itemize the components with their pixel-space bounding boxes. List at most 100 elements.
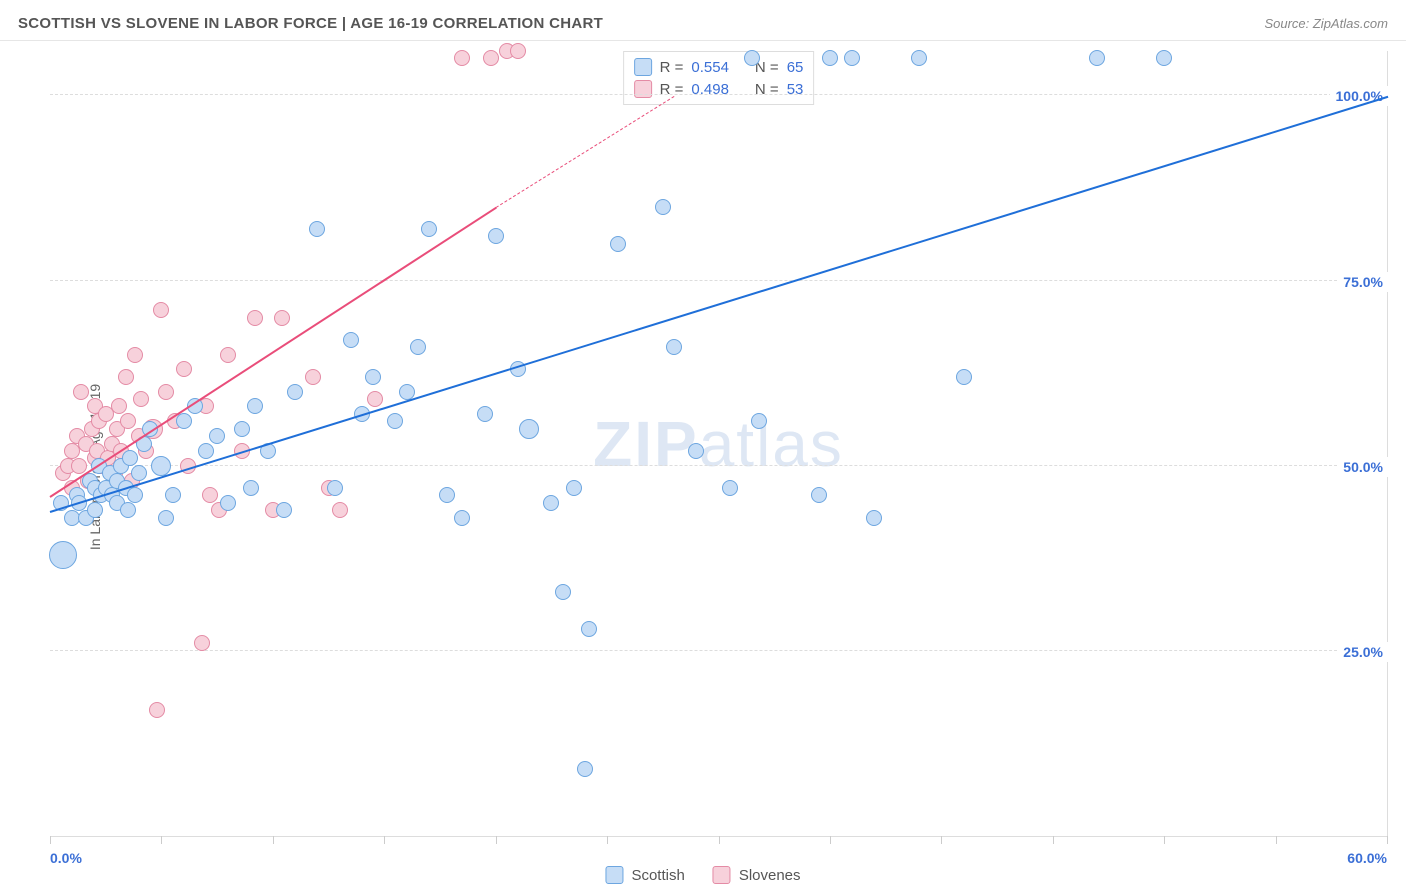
scottish-point xyxy=(309,221,325,237)
scottish-point xyxy=(439,487,455,503)
scottish-point xyxy=(327,480,343,496)
x-tick xyxy=(496,836,497,844)
slovenes-point xyxy=(111,398,127,414)
slovenes-point xyxy=(118,369,134,385)
scottish-swatch xyxy=(634,58,652,76)
source-attribution: Source: ZipAtlas.com xyxy=(1264,16,1388,31)
scottish-point xyxy=(127,487,143,503)
scottish-point xyxy=(198,443,214,459)
slovenes-point xyxy=(127,347,143,363)
slovenes-point xyxy=(220,347,236,363)
scottish-point xyxy=(454,510,470,526)
scottish-trend-line xyxy=(50,96,1389,513)
scottish-point xyxy=(1156,50,1172,66)
slovenes-point xyxy=(510,43,526,59)
scottish-point xyxy=(165,487,181,503)
scottish-point xyxy=(666,339,682,355)
slovenes-point xyxy=(176,361,192,377)
gridline-h xyxy=(50,94,1387,95)
stats-row-slovenes: R =0.498N =53 xyxy=(634,78,804,100)
slovenes-point xyxy=(454,50,470,66)
legend-item-scottish[interactable]: Scottish xyxy=(605,866,684,884)
slovenes-point xyxy=(202,487,218,503)
slovenes-point xyxy=(483,50,499,66)
scottish-point xyxy=(276,502,292,518)
x-tick xyxy=(1387,836,1388,844)
slovenes-point xyxy=(367,391,383,407)
watermark: ZIPatlas xyxy=(593,407,844,481)
n-value: 65 xyxy=(787,59,804,76)
scottish-point xyxy=(343,332,359,348)
legend-label: Slovenes xyxy=(739,867,801,884)
gridline-h xyxy=(50,465,1387,466)
scottish-point xyxy=(247,398,263,414)
scottish-point xyxy=(387,413,403,429)
source-prefix: Source: xyxy=(1264,16,1312,31)
r-value: 0.554 xyxy=(691,59,729,76)
x-tick xyxy=(1164,836,1165,844)
scottish-point xyxy=(287,384,303,400)
source-link[interactable]: ZipAtlas.com xyxy=(1313,16,1388,31)
scottish-point xyxy=(87,502,103,518)
slovenes-legend-swatch xyxy=(713,866,731,884)
scottish-point xyxy=(410,339,426,355)
x-tick-label: 0.0% xyxy=(50,850,82,866)
scottish-point xyxy=(751,413,767,429)
chart-header: SCOTTISH VS SLOVENE IN LABOR FORCE | AGE… xyxy=(0,0,1406,38)
scottish-point xyxy=(543,495,559,511)
x-tick xyxy=(273,836,274,844)
slovenes-point xyxy=(305,369,321,385)
x-tick xyxy=(830,836,831,844)
slovenes-point xyxy=(158,384,174,400)
scottish-point xyxy=(566,480,582,496)
chart-title: SCOTTISH VS SLOVENE IN LABOR FORCE | AGE… xyxy=(18,15,603,32)
y-tick-label: 25.0% xyxy=(1337,642,1389,662)
x-tick xyxy=(384,836,385,844)
scottish-point xyxy=(365,369,381,385)
slovenes-point xyxy=(73,384,89,400)
watermark-bold: ZIP xyxy=(593,408,699,480)
scottish-point xyxy=(131,465,147,481)
scottish-point xyxy=(49,541,77,569)
x-tick xyxy=(607,836,608,844)
scottish-point xyxy=(209,428,225,444)
r-label: R = xyxy=(660,59,684,76)
watermark-rest: atlas xyxy=(699,408,844,480)
scottish-point xyxy=(655,199,671,215)
legend-label: Scottish xyxy=(631,867,684,884)
y-tick-label: 75.0% xyxy=(1337,272,1389,292)
x-tick-label: 60.0% xyxy=(1347,850,1387,866)
plot-area: ZIPatlas R =0.554N =65R =0.498N =53 25.0… xyxy=(50,51,1388,837)
scottish-point xyxy=(866,510,882,526)
scottish-point xyxy=(844,50,860,66)
x-tick xyxy=(941,836,942,844)
scottish-point xyxy=(744,50,760,66)
x-tick xyxy=(719,836,720,844)
x-tick xyxy=(1276,836,1277,844)
scottish-point xyxy=(688,443,704,459)
x-tick xyxy=(161,836,162,844)
x-tick xyxy=(1053,836,1054,844)
scottish-point xyxy=(120,502,136,518)
scottish-point xyxy=(243,480,259,496)
legend-item-slovenes[interactable]: Slovenes xyxy=(713,866,801,884)
scottish-point xyxy=(488,228,504,244)
slovenes-point xyxy=(149,702,165,718)
scottish-legend-swatch xyxy=(605,866,623,884)
scottish-point xyxy=(555,584,571,600)
gridline-h xyxy=(50,280,1387,281)
slovenes-point xyxy=(274,310,290,326)
slovenes-point xyxy=(71,458,87,474)
chart-container: In Labor Force | Age 16-19 ZIPatlas R =0… xyxy=(0,40,1406,892)
correlation-stats-box: R =0.554N =65R =0.498N =53 xyxy=(623,51,815,105)
scottish-point xyxy=(477,406,493,422)
scottish-point xyxy=(577,761,593,777)
slovenes-point xyxy=(120,413,136,429)
stats-row-scottish: R =0.554N =65 xyxy=(634,56,804,78)
scottish-point xyxy=(421,221,437,237)
scottish-point xyxy=(811,487,827,503)
scottish-point xyxy=(519,419,539,439)
slovenes-point xyxy=(332,502,348,518)
scottish-point xyxy=(176,413,192,429)
y-tick-label: 50.0% xyxy=(1337,457,1389,477)
